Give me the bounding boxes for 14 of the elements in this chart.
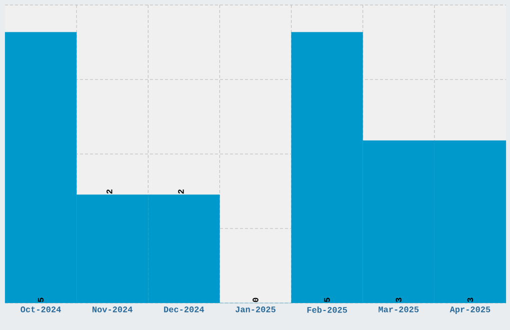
x-tick-label: Feb-2025 xyxy=(307,306,348,313)
data-label: 3 xyxy=(396,298,402,302)
data-label: 5 xyxy=(38,298,44,302)
x-tick-label: Jan-2025 xyxy=(236,306,276,312)
x-tick-label: Mar-2025 xyxy=(378,306,419,312)
data-label: 0 xyxy=(252,298,258,302)
x-tick-label: Nov-2024 xyxy=(92,306,133,312)
x-tick-label: Dec-2024 xyxy=(164,306,204,312)
data-label: 2 xyxy=(178,190,184,194)
data-label: 5 xyxy=(324,298,330,302)
data-label: 2 xyxy=(106,190,112,194)
data-label: 3 xyxy=(467,298,474,302)
x-tick-label: Oct-2024 xyxy=(20,306,61,312)
x-tick-label: Apr-2025 xyxy=(450,306,490,314)
